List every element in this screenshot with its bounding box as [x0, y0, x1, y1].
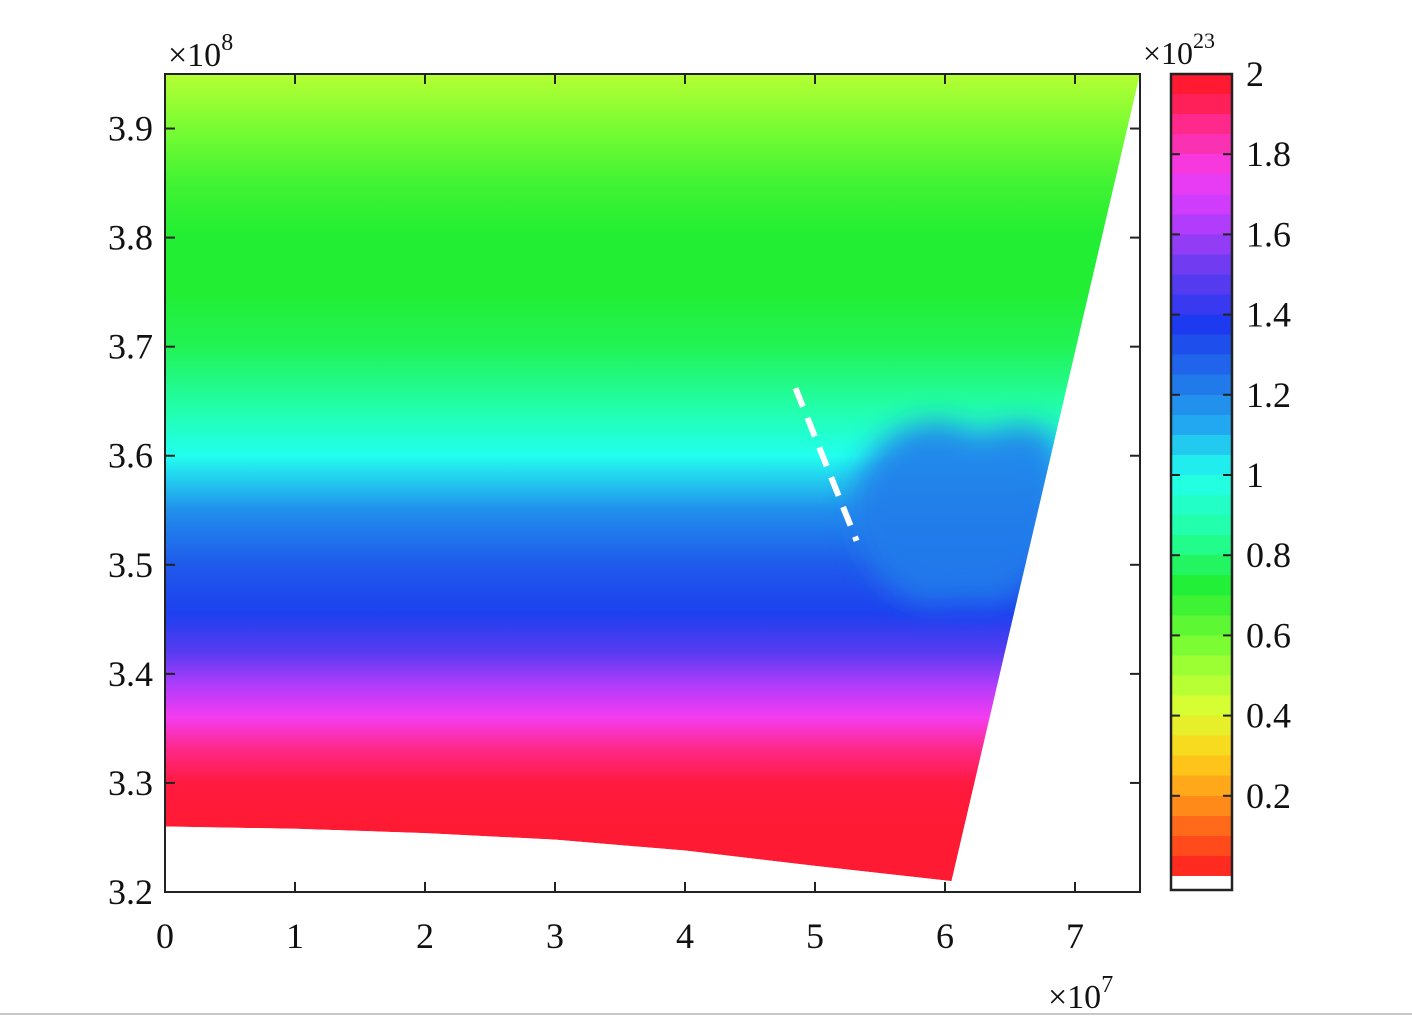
- y-multiplier-base: ×10: [168, 37, 221, 74]
- colorbar-tick-label: 1.6: [1246, 214, 1291, 254]
- plot-area: 0 1 2 3 4 5 6 7 3.2 3.3 3.4 3.5 3.6 3.7 3.8 3.9: [108, 73, 1141, 956]
- anomaly-region: [852, 422, 1064, 605]
- y-tick-label: 3.7: [108, 327, 153, 367]
- colorbar-frame: [1169, 72, 1234, 892]
- bottom-rule: [0, 1013, 1412, 1015]
- y-tick-label: 3.2: [108, 872, 153, 912]
- colorbar-tick-label: 1.2: [1246, 375, 1291, 415]
- y-tick-label: 3.8: [108, 218, 153, 258]
- y-axis: 3.2 3.3 3.4 3.5 3.6 3.7 3.8 3.9: [108, 109, 1140, 912]
- colorbar-tick-label: 1: [1246, 455, 1264, 495]
- x-tick-label: 2: [416, 916, 434, 956]
- colorbar-tick-label: 1.8: [1246, 134, 1291, 174]
- y-tick-label: 3.4: [108, 654, 153, 694]
- x-multiplier-base: ×10: [1048, 979, 1101, 1016]
- colorbar-multiplier: ×1023: [1143, 28, 1215, 71]
- x-multiplier-exp: 7: [1101, 972, 1113, 998]
- colorbar-ticks: 0.2 0.4 0.6 0.8 1 1.2 1.4 1.6 1.8 2: [1171, 54, 1291, 816]
- colorbar-tick-label: 0.2: [1246, 776, 1291, 816]
- x-tick-label: 0: [156, 916, 174, 956]
- colorbar: 0.2 0.4 0.6 0.8 1 1.2 1.4 1.6 1.8 2 ×1023: [1143, 28, 1291, 892]
- x-tick-label: 7: [1066, 916, 1084, 956]
- colorbar-multiplier-exp: 23: [1193, 28, 1215, 53]
- x-tick-label: 5: [806, 916, 824, 956]
- colorbar-gradient-rect: [1171, 74, 1232, 876]
- colorbar-tick-label: 0.8: [1246, 535, 1291, 575]
- y-tick-label: 3.9: [108, 109, 153, 149]
- y-tick-label: 3.5: [108, 545, 153, 585]
- x-tick-label: 4: [676, 916, 694, 956]
- dashed-line: [792, 386, 860, 542]
- x-axis: 0 1 2 3 4 5 6 7: [156, 74, 1084, 956]
- colorbar-tick-label: 1.4: [1246, 295, 1291, 335]
- colorbar-multiplier-base: ×10: [1143, 35, 1193, 71]
- colorbar-tick-label: 2: [1246, 54, 1264, 94]
- x-tick-label: 6: [936, 916, 954, 956]
- x-tick-label: 3: [546, 916, 564, 956]
- x-tick-label: 1: [286, 916, 304, 956]
- y-multiplier: ×108: [168, 30, 233, 74]
- y-multiplier-exp: 8: [221, 30, 233, 56]
- contour-field: [165, 74, 1140, 882]
- colorbar-tick-label: 0.4: [1246, 696, 1291, 736]
- plot-frame: [164, 73, 1141, 893]
- colorbar-tick-label: 0.6: [1246, 615, 1291, 655]
- x-multiplier: ×107: [1048, 972, 1113, 1016]
- y-tick-label: 3.6: [108, 436, 153, 476]
- y-tick-label: 3.3: [108, 763, 153, 803]
